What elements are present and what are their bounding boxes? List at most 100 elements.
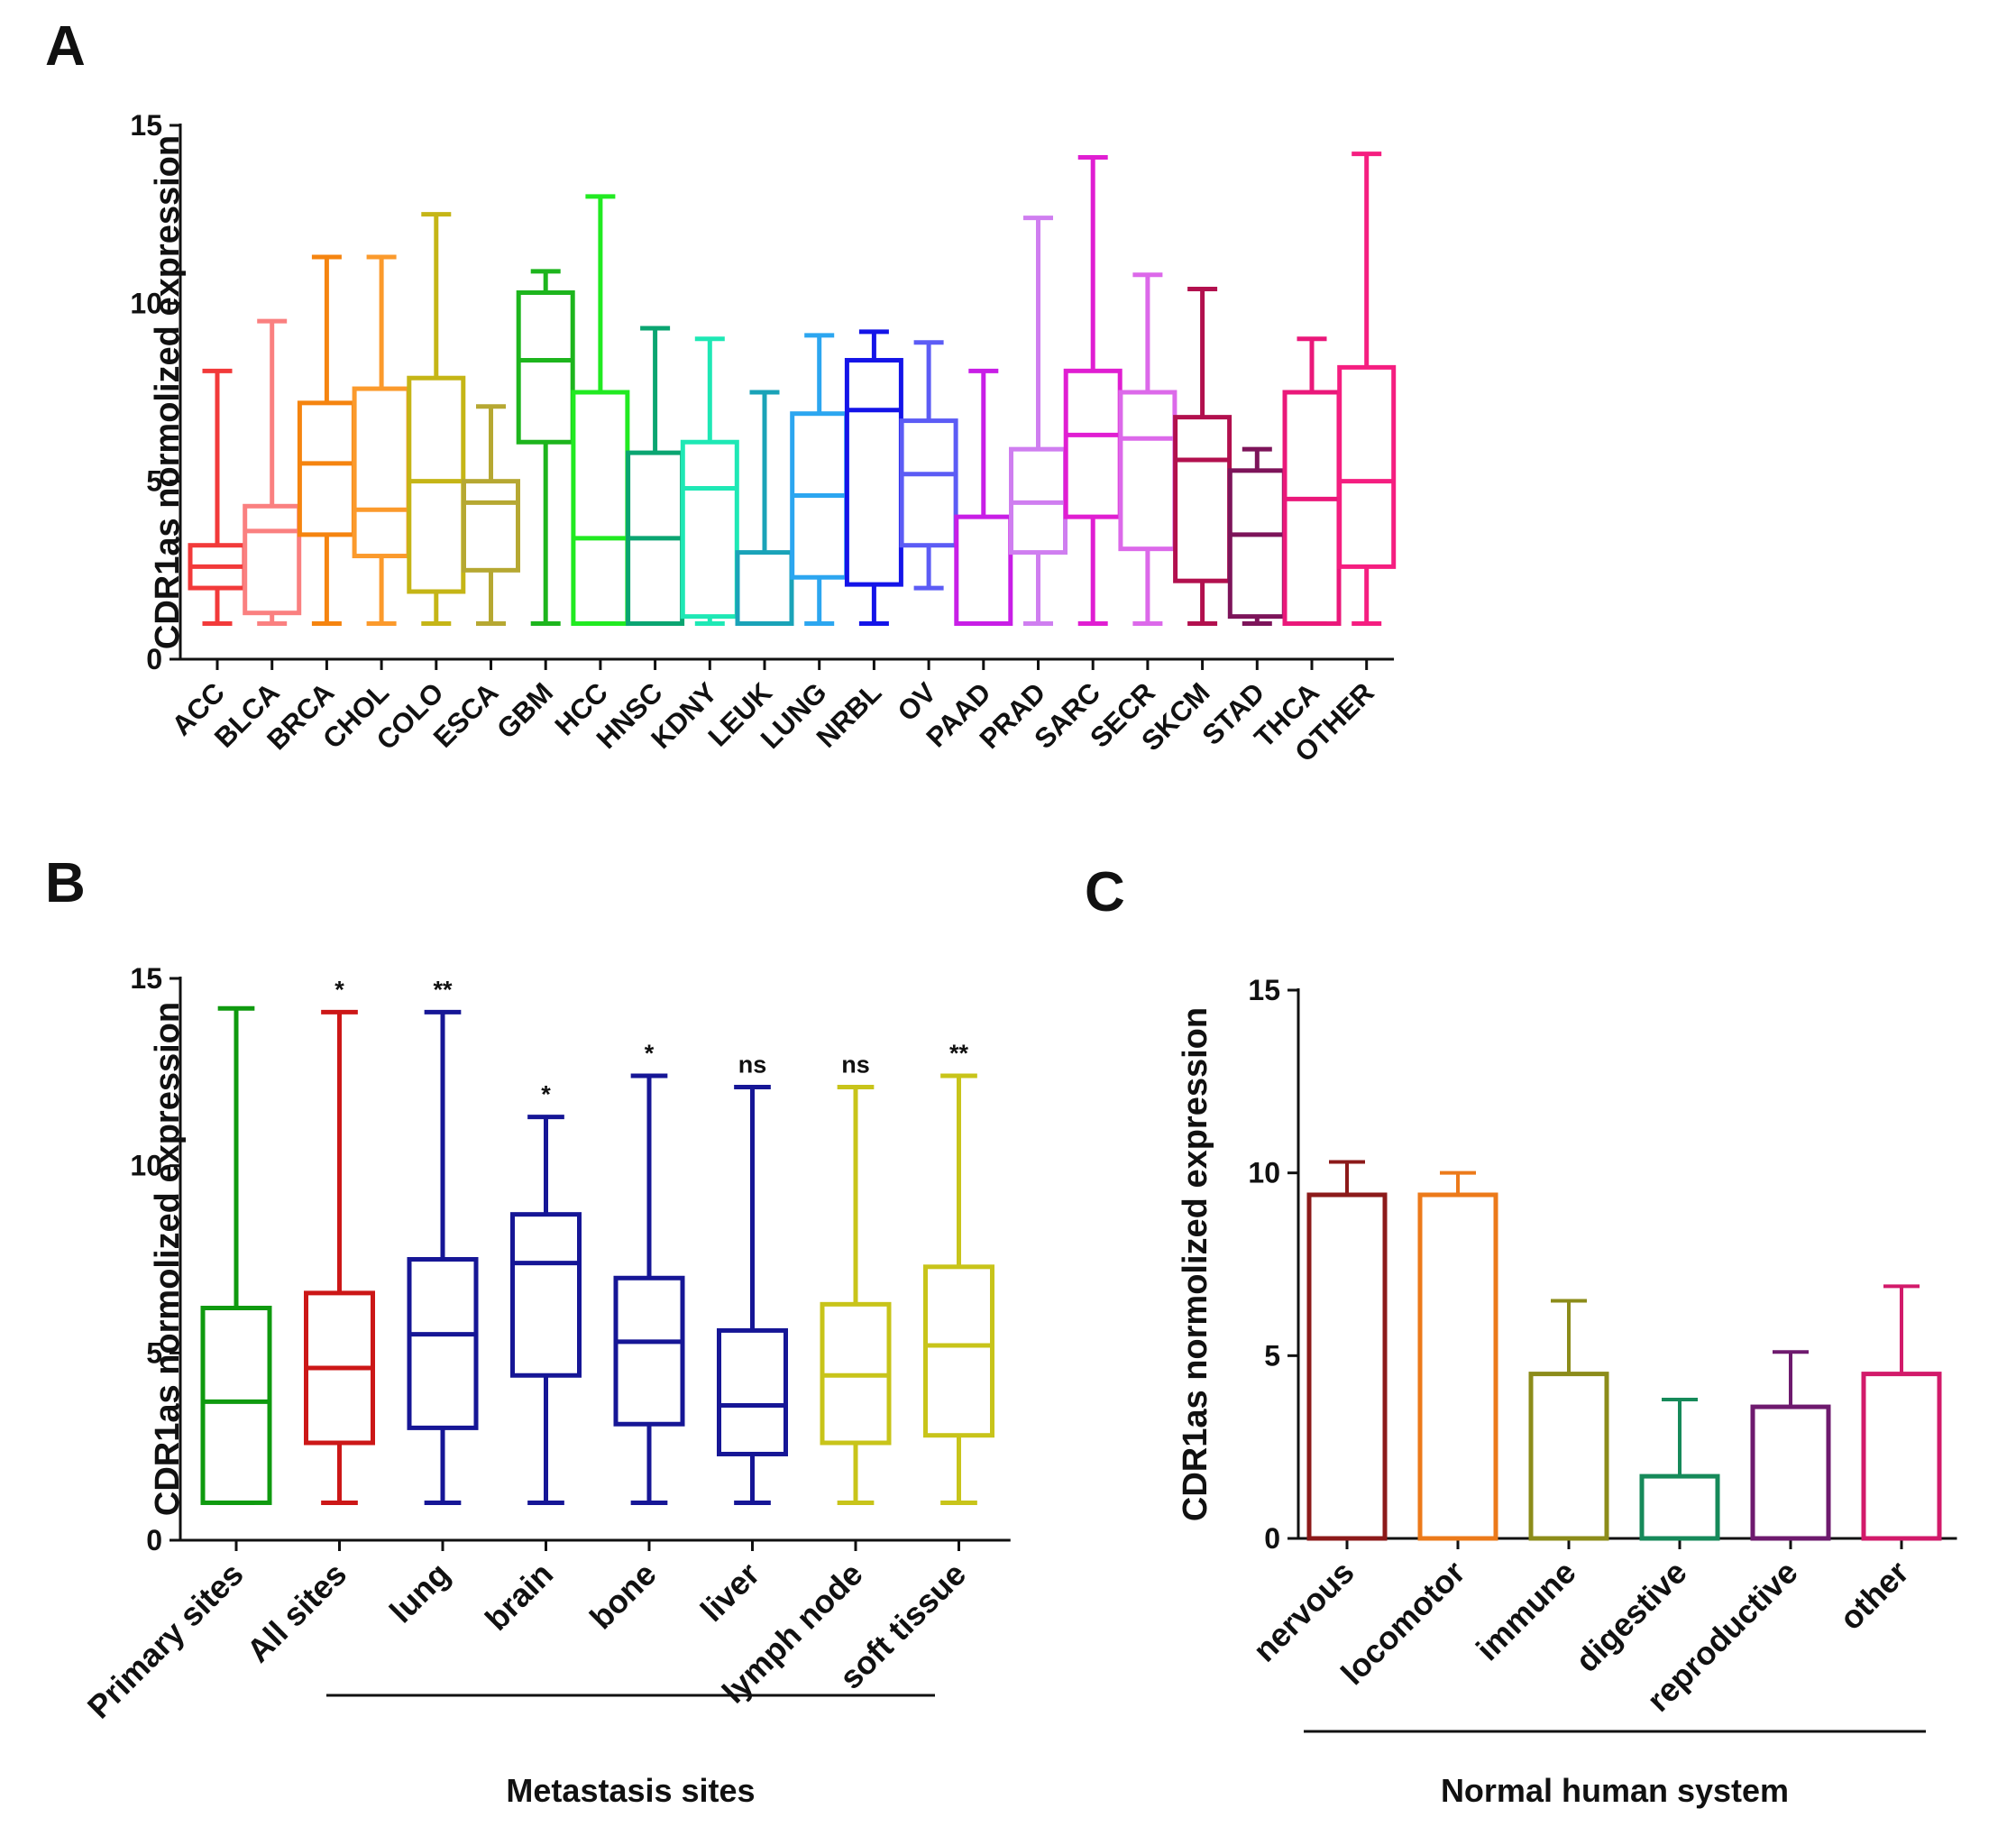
box-iqr bbox=[899, 418, 958, 548]
bar-digestive bbox=[1639, 1397, 1720, 1541]
x-tick-label: liver bbox=[693, 1556, 766, 1629]
y-tick-label: 15 bbox=[130, 962, 162, 995]
bar-reproductive bbox=[1750, 1350, 1831, 1541]
box-iqr bbox=[954, 514, 1013, 627]
x-tick-label: immune bbox=[1469, 1554, 1583, 1668]
box-iqr bbox=[462, 479, 520, 573]
box-esca bbox=[462, 404, 520, 627]
x-tick-label: nervous bbox=[1246, 1554, 1361, 1669]
box-brain bbox=[510, 1115, 582, 1505]
significance-label: ** bbox=[949, 1040, 969, 1067]
box-iqr bbox=[1227, 468, 1287, 620]
box-primary-sites bbox=[200, 1005, 272, 1505]
box-hcc bbox=[571, 194, 630, 627]
box-soft-tissue bbox=[923, 1073, 994, 1505]
box-iqr bbox=[243, 503, 302, 616]
bar-rect bbox=[1417, 1192, 1498, 1541]
y-tick-label: 5 bbox=[146, 465, 162, 498]
significance-label: ** bbox=[433, 976, 453, 1003]
y-tick-label: 10 bbox=[130, 287, 162, 319]
y-tick-label: 5 bbox=[146, 1336, 162, 1369]
box-hnsc bbox=[626, 326, 685, 627]
box-gbm bbox=[516, 269, 575, 627]
box-stad bbox=[1227, 446, 1287, 627]
box-iqr bbox=[1063, 368, 1123, 519]
group-label: Metastasis sites bbox=[506, 1772, 755, 1809]
x-tick-label: GBM bbox=[490, 676, 559, 745]
box-blca bbox=[243, 318, 302, 627]
box-iqr bbox=[1337, 364, 1397, 569]
box-other bbox=[1337, 151, 1397, 627]
group-label: Normal human system bbox=[1441, 1772, 1789, 1809]
y-tick-label: 5 bbox=[1264, 1339, 1280, 1372]
box-iqr bbox=[510, 1212, 582, 1378]
bar-immune bbox=[1528, 1299, 1609, 1541]
box-iqr bbox=[1173, 415, 1233, 583]
box-liver bbox=[717, 1084, 788, 1505]
box-prad bbox=[1009, 216, 1068, 627]
x-tick-label: bone bbox=[582, 1556, 664, 1637]
bar-rect bbox=[1528, 1372, 1609, 1541]
box-chol bbox=[352, 254, 411, 627]
y-tick-label: 15 bbox=[130, 109, 162, 142]
bar-rect bbox=[1306, 1192, 1388, 1541]
box-bone bbox=[613, 1073, 685, 1505]
bar-nervous bbox=[1306, 1160, 1388, 1541]
x-tick-label: brain bbox=[478, 1556, 560, 1638]
bar-rect bbox=[1639, 1473, 1720, 1541]
x-tick-label: Primary sites bbox=[80, 1556, 251, 1726]
box-iqr bbox=[1282, 390, 1342, 627]
y-tick-label: 0 bbox=[1264, 1522, 1280, 1555]
box-colo bbox=[407, 212, 466, 627]
box-iqr bbox=[352, 386, 411, 559]
panel-letter-b: B bbox=[45, 852, 86, 914]
panel-letter-c: C bbox=[1085, 861, 1125, 923]
box-paad bbox=[954, 368, 1013, 627]
box-iqr bbox=[200, 1305, 272, 1505]
box-kdny bbox=[680, 336, 739, 627]
box-iqr bbox=[680, 439, 739, 620]
box-ov bbox=[899, 340, 958, 591]
box-brca bbox=[297, 254, 356, 627]
x-tick-label: other bbox=[1832, 1554, 1916, 1638]
box-iqr bbox=[923, 1264, 994, 1438]
bar-locomotor bbox=[1417, 1170, 1498, 1541]
significance-label: * bbox=[334, 976, 344, 1003]
box-lymph-node bbox=[820, 1084, 892, 1505]
y-tick-label: 10 bbox=[1248, 1157, 1280, 1189]
box-iqr bbox=[735, 550, 794, 627]
bar-rect bbox=[1750, 1404, 1831, 1541]
box-lung bbox=[407, 1009, 479, 1505]
panel-letter-a: A bbox=[45, 15, 86, 78]
box-iqr bbox=[297, 400, 356, 537]
box-skcm bbox=[1173, 287, 1233, 627]
box-thca bbox=[1282, 336, 1342, 627]
box-iqr bbox=[516, 289, 575, 445]
box-lung bbox=[790, 333, 849, 627]
bar-rect bbox=[1861, 1372, 1942, 1541]
x-tick-label: All sites bbox=[240, 1556, 354, 1670]
box-iqr bbox=[571, 390, 630, 627]
box-iqr bbox=[407, 375, 466, 594]
significance-label: * bbox=[541, 1081, 551, 1108]
panel-b-boxplot: 0 5 10 15 CDR1as normolized expression Primar… bbox=[80, 962, 1011, 1809]
box-nrbl bbox=[844, 329, 903, 627]
y-axis-label: CDR1as normolized expression bbox=[149, 135, 187, 649]
bar-other bbox=[1861, 1284, 1942, 1541]
significance-label: ns bbox=[841, 1051, 870, 1078]
x-tick-label: lung bbox=[382, 1556, 457, 1630]
y-axis-label: CDR1as normolized expression bbox=[149, 1002, 187, 1516]
box-iqr bbox=[844, 357, 903, 587]
box-iqr bbox=[717, 1327, 788, 1456]
box-iqr bbox=[613, 1275, 685, 1427]
y-axis-label: CDR1as normolized expression bbox=[1177, 1007, 1214, 1521]
significance-label: * bbox=[645, 1040, 655, 1067]
y-tick-label: 15 bbox=[1248, 974, 1280, 1006]
box-iqr bbox=[407, 1257, 479, 1430]
box-secr bbox=[1118, 272, 1178, 627]
box-all-sites bbox=[304, 1009, 375, 1505]
box-sarc bbox=[1063, 155, 1123, 627]
box-iqr bbox=[1118, 390, 1178, 552]
